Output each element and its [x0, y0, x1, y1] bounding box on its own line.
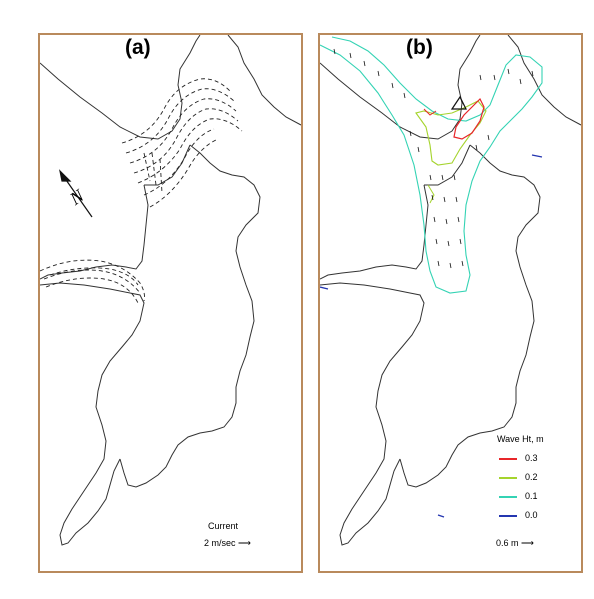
- contour-0-3: [453, 97, 485, 140]
- legend-item: 0.2: [499, 472, 579, 484]
- legend-item: 0.0: [499, 510, 579, 522]
- legend-swatch: [499, 496, 517, 498]
- scale-arrow-icon: ⟶: [521, 538, 534, 548]
- legend-item: 0.3: [499, 453, 579, 465]
- shoreline-east-bank: [399, 144, 541, 488]
- contour-0-0: [320, 154, 543, 518]
- shoreline-north: [40, 35, 201, 140]
- wave-vectors: [333, 48, 534, 269]
- legend-label: 0.3: [525, 453, 538, 463]
- shoreline-east-bank: [119, 144, 261, 488]
- current-title: Current: [208, 521, 239, 531]
- shoreline-inner-east: [424, 144, 471, 186]
- legend-swatch: [499, 515, 517, 517]
- shoreline-west-bank: [40, 184, 149, 280]
- shoreline-northeast: [507, 35, 581, 126]
- shoreline-lower-west: [320, 282, 425, 546]
- legend-swatch: [499, 458, 517, 460]
- panel-a-title: (a): [125, 36, 151, 59]
- current-scale-label: 2 m/sec ⟶: [204, 538, 251, 549]
- shoreline-west-bank: [320, 184, 429, 280]
- wave-scale-label: 0.6 m ⟶: [496, 538, 534, 549]
- contour-0-2b: [427, 184, 435, 204]
- north-arrow: [59, 169, 93, 218]
- current-vectors: [40, 78, 243, 304]
- scale-arrow-icon: ⟶: [238, 538, 251, 548]
- shoreline-northeast: [227, 35, 301, 126]
- wave-scale-value: 0.6 m: [496, 538, 519, 548]
- contour-0-3b: [423, 108, 437, 116]
- legend-swatch: [499, 477, 517, 479]
- legend-label: 0.2: [525, 472, 538, 482]
- legend-title: Wave Ht, m: [497, 434, 544, 444]
- shoreline-inner-east: [144, 144, 191, 186]
- legend-label: 0.1: [525, 491, 538, 501]
- panel-b-title: (b): [406, 36, 433, 59]
- contour-0-2: [415, 100, 487, 166]
- legend-item: 0.1: [499, 491, 579, 503]
- site-marker-icon: [450, 95, 467, 110]
- legend-label: 0.0: [525, 510, 538, 520]
- shoreline-north: [320, 35, 481, 140]
- shoreline-lower-west: [40, 282, 145, 546]
- contour-0-1: [320, 36, 543, 294]
- panel-a-map: [40, 35, 301, 546]
- panel-a: (a) N Current 2 m/sec ⟶: [38, 33, 303, 573]
- panel-b-map: [320, 35, 581, 546]
- panel-b: (b) Wave Ht, m 0.3 0.2 0.1 0.0 0.6 m ⟶: [318, 33, 583, 573]
- current-scale-value: 2 m/sec: [204, 538, 236, 548]
